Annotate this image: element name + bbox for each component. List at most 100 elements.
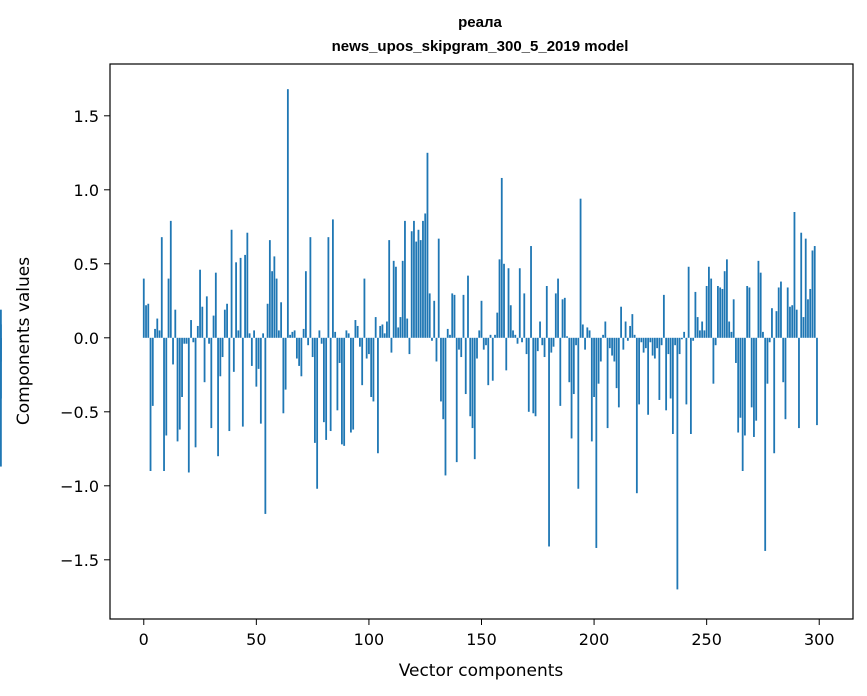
bar-9 — [163, 337, 165, 471]
bar-230 — [660, 337, 663, 346]
bar-161 — [505, 337, 508, 371]
bar-19 — [185, 337, 188, 344]
bar-59 — [275, 278, 278, 338]
bar-1 — [145, 305, 147, 338]
bar-213 — [622, 337, 625, 350]
bar-99 — [365, 337, 368, 359]
bar-259 — [726, 259, 728, 338]
bar-222 — [642, 337, 645, 353]
bar-156 — [494, 334, 496, 338]
bar-251 — [708, 266, 710, 338]
bar-232 — [665, 337, 668, 411]
bar-18 — [183, 337, 186, 344]
bar-285 — [784, 337, 787, 420]
bar-146 — [471, 337, 474, 429]
bar-198 — [588, 330, 591, 338]
bar-288 — [791, 305, 794, 338]
y-tick-label: −1.5 — [60, 551, 99, 570]
bar-122 — [417, 229, 420, 338]
bar-54 — [264, 337, 267, 514]
bar-176 — [539, 321, 541, 338]
bar-96 — [359, 337, 361, 347]
bar-50 — [255, 337, 258, 387]
bar-181 — [550, 337, 553, 353]
bar-217 — [631, 314, 634, 338]
bar-73 — [307, 337, 310, 346]
bar-171 — [527, 337, 530, 412]
bar-209 — [613, 337, 616, 362]
bar-149 — [478, 330, 481, 338]
bar-30 — [210, 337, 213, 429]
bar-231 — [662, 294, 665, 338]
bar-180 — [548, 337, 550, 547]
bar-269 — [748, 287, 751, 338]
bar-278 — [768, 337, 771, 343]
bar-40 — [232, 337, 235, 372]
bar-20 — [187, 337, 190, 473]
bar-261 — [730, 331, 733, 338]
bar-250 — [705, 286, 708, 338]
bar-205 — [604, 321, 607, 338]
bar-235 — [671, 337, 674, 434]
bar-29 — [208, 337, 210, 344]
bar-196 — [584, 337, 586, 350]
bar-258 — [723, 271, 726, 338]
bar-207 — [608, 337, 611, 349]
bar-91 — [347, 333, 350, 338]
bar-57 — [271, 271, 274, 338]
bar-72 — [304, 271, 307, 338]
bar-221 — [640, 337, 643, 343]
bar-4 — [151, 337, 154, 406]
bar-51 — [257, 337, 260, 369]
bar-undefined — [0, 324, 2, 338]
bar-68 — [295, 337, 298, 359]
bar-166 — [516, 337, 519, 344]
bar-126 — [426, 152, 429, 338]
bar-8 — [160, 237, 163, 338]
bar-144 — [467, 275, 469, 338]
bar-63 — [284, 337, 287, 390]
bar-7 — [158, 330, 161, 338]
bar-33 — [217, 337, 219, 457]
y-axis-label: Components values — [14, 257, 34, 425]
bar-124 — [422, 220, 424, 338]
bar-169 — [523, 293, 526, 338]
bar-193 — [577, 337, 580, 489]
bar-116 — [404, 220, 406, 338]
chart-title-line-2: news_upos_skipgram_300_5_2019 model — [332, 38, 629, 55]
bar-164 — [512, 330, 514, 338]
bar-93 — [352, 337, 355, 430]
bar-151 — [482, 337, 485, 350]
bar-105 — [379, 325, 382, 338]
bar-162 — [507, 268, 510, 338]
bar-291 — [798, 337, 800, 429]
bar-286 — [786, 287, 789, 338]
y-tick-label: 1.0 — [74, 181, 99, 200]
bar-295 — [807, 299, 809, 338]
bar-131 — [437, 238, 440, 338]
bar-214 — [624, 321, 627, 338]
bar-0 — [142, 278, 145, 338]
bar-275 — [762, 331, 764, 338]
bar-220 — [638, 337, 641, 405]
bar-184 — [557, 278, 559, 338]
y-tick-label: 1.5 — [74, 107, 99, 126]
bar-211 — [617, 337, 620, 408]
bar-289 — [793, 212, 796, 338]
bar-292 — [800, 232, 803, 338]
bar-79 — [320, 337, 323, 344]
bar-255 — [717, 286, 719, 338]
bar-58 — [273, 256, 276, 338]
bar-152 — [485, 337, 487, 346]
bar-120 — [413, 220, 415, 338]
bar-77 — [316, 337, 319, 489]
bar-257 — [721, 288, 724, 338]
bar-108 — [386, 321, 388, 338]
bar-103 — [374, 317, 377, 338]
bar-135 — [446, 328, 449, 338]
bar-66 — [291, 331, 294, 338]
bar-268 — [746, 286, 749, 338]
bar-112 — [395, 266, 397, 338]
bar-82 — [327, 237, 330, 338]
